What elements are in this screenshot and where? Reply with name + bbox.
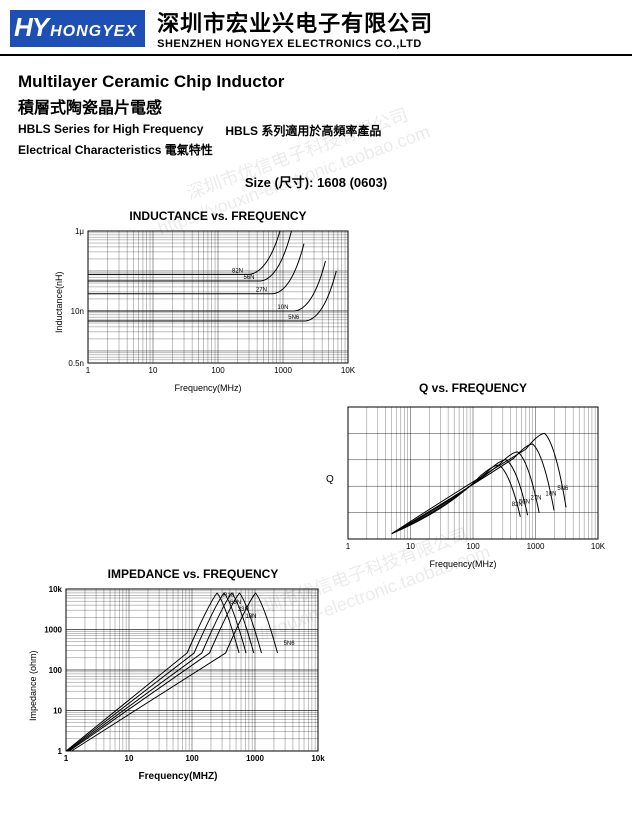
- logo-hy: HY: [14, 12, 48, 43]
- size-line: Size (尺寸): 1608 (0603): [18, 172, 614, 191]
- company-name-cn: 深圳市宏业兴电子有限公司: [157, 6, 622, 38]
- svg-text:10k: 10k: [49, 585, 63, 594]
- chart3-ylabel: Impedance (ohm): [28, 650, 38, 721]
- chart2-title: Q vs. FREQUENCY: [318, 381, 628, 395]
- svg-text:1000: 1000: [274, 366, 292, 375]
- series-cn: HBLS 系列適用於高頻率產品: [225, 122, 381, 139]
- chart1-title: INDUCTANCE vs. FREQUENCY: [58, 209, 378, 223]
- svg-text:10k: 10k: [311, 754, 325, 763]
- svg-text:100: 100: [466, 542, 480, 551]
- svg-text:5N6: 5N6: [284, 641, 296, 647]
- svg-text:0.5n: 0.5n: [68, 359, 84, 368]
- company-name-en: SHENZHEN HONGYEX ELECTRONICS CO.,LTD: [157, 38, 622, 50]
- svg-text:82N: 82N: [232, 268, 243, 274]
- svg-text:1: 1: [58, 747, 63, 756]
- content: Multilayer Ceramic Chip Inductor 積層式陶瓷晶片…: [0, 56, 632, 800]
- svg-text:1000: 1000: [527, 542, 545, 551]
- svg-text:100: 100: [211, 366, 225, 375]
- svg-text:10: 10: [406, 542, 415, 551]
- svg-text:1: 1: [346, 542, 351, 551]
- svg-text:100: 100: [185, 754, 199, 763]
- svg-text:1: 1: [86, 366, 91, 375]
- chart1-ylabel: Inductance(nH): [54, 271, 64, 333]
- svg-text:1000: 1000: [44, 626, 62, 635]
- chart3-title: IMPEDANCE vs. FREQUENCY: [28, 567, 358, 581]
- company-block: 深圳市宏业兴电子有限公司 SHENZHEN HONGYEX ELECTRONIC…: [157, 6, 622, 50]
- svg-text:10N: 10N: [277, 305, 288, 311]
- svg-text:1000: 1000: [246, 754, 264, 763]
- chart-impedance: IMPEDANCE vs. FREQUENCY Impedance (ohm) …: [28, 567, 358, 782]
- svg-text:10: 10: [125, 754, 134, 763]
- svg-text:5N6: 5N6: [288, 315, 300, 321]
- chart3-svg: 110100100010k110100100010kR1068N33N18N5N…: [28, 581, 328, 771]
- chart2-svg: 110100100010K82N56N27N10N5N6: [318, 399, 608, 559]
- svg-text:56N: 56N: [519, 499, 530, 505]
- chart1-svg: 1 10 100 1000 10K 0.5n 10n 1μ 82N56N 27N 10N5N6: [58, 223, 358, 383]
- svg-text:27N: 27N: [256, 288, 267, 294]
- svg-text:27N: 27N: [531, 495, 542, 501]
- svg-text:10n: 10n: [71, 307, 84, 316]
- title-cn: 積層式陶瓷晶片電感: [18, 94, 614, 118]
- series-row: HBLS Series for High Frequency HBLS 系列適用…: [18, 122, 614, 139]
- svg-text:10: 10: [53, 707, 62, 716]
- svg-text:1μ: 1μ: [75, 227, 84, 236]
- svg-text:1: 1: [64, 754, 69, 763]
- chart-q: Q vs. FREQUENCY Q 110100100010K82N56N27N…: [318, 381, 628, 569]
- logo-hongyex: HONGYEX: [50, 23, 137, 41]
- series-en: HBLS Series for High Frequency: [18, 122, 203, 139]
- title-en: Multilayer Ceramic Chip Inductor: [18, 72, 614, 92]
- svg-text:10N: 10N: [545, 491, 556, 497]
- svg-text:10K: 10K: [591, 542, 606, 551]
- svg-text:10: 10: [149, 366, 158, 375]
- header: HY HONGYEX 深圳市宏业兴电子有限公司 SHENZHEN HONGYEX…: [0, 0, 632, 56]
- chart2-xlabel: Frequency(MHz): [318, 559, 608, 569]
- chart2-ylabel: Q: [326, 474, 334, 485]
- chart-inductance: INDUCTANCE vs. FREQUENCY Inductance(nH) …: [58, 209, 378, 393]
- svg-text:100: 100: [49, 666, 63, 675]
- svg-text:5N6: 5N6: [557, 486, 569, 492]
- chart3-xlabel: Frequency(MHZ): [28, 771, 328, 782]
- electrical-characteristics: Electrical Characteristics 電氣特性: [18, 141, 614, 158]
- svg-text:18N: 18N: [245, 614, 256, 620]
- svg-text:56N: 56N: [243, 275, 254, 281]
- logo: HY HONGYEX: [10, 10, 145, 47]
- chart1-xlabel: Frequency(MHz): [58, 383, 358, 393]
- svg-text:10K: 10K: [341, 366, 356, 375]
